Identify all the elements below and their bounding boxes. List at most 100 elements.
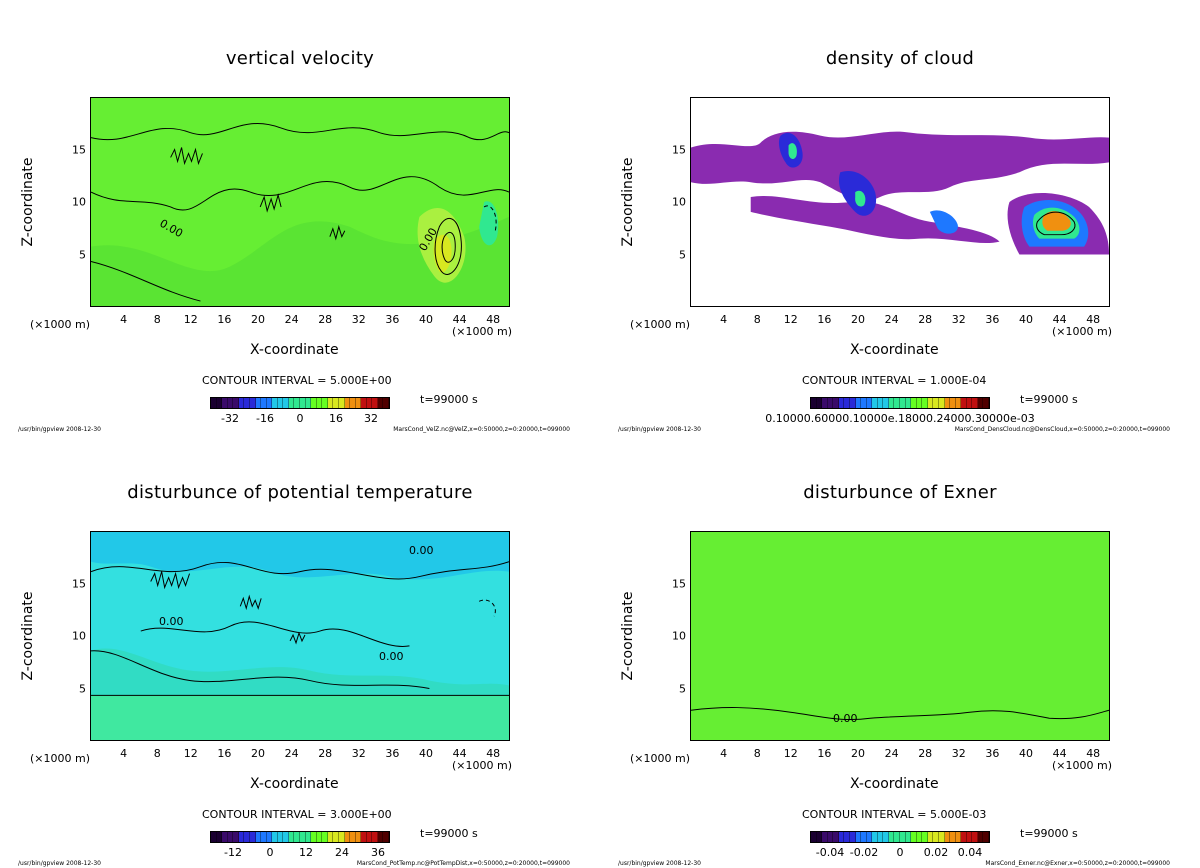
colorbar xyxy=(810,831,990,843)
colorbar-segment xyxy=(222,832,228,842)
colorbar-segment xyxy=(283,832,289,842)
contour-interval: CONTOUR INTERVAL = 5.000E+00 xyxy=(202,374,392,387)
colorbar-segment xyxy=(249,398,256,408)
colorbar-segment xyxy=(905,398,912,408)
colorbar-segment xyxy=(844,832,850,842)
chart-title: disturbunce of Exner xyxy=(803,482,997,503)
colorbar-segment xyxy=(838,832,845,842)
colorbar-segment xyxy=(961,832,967,842)
colorbar-segment xyxy=(366,398,373,408)
colorbar-segment xyxy=(916,832,923,842)
contour-label: 0.00 xyxy=(833,712,858,725)
panel-exner: disturbunce of Exner 0.00 Z-coordinate X… xyxy=(600,434,1200,868)
cloud-field xyxy=(691,131,1109,255)
x-unit-right: (×1000 m) xyxy=(1052,759,1113,772)
colorbar-segment xyxy=(233,832,239,842)
colorbar-segment xyxy=(272,398,278,408)
colorbar-segment xyxy=(983,832,989,842)
colorbar-segment xyxy=(322,398,328,408)
x-tick-label: 16 xyxy=(817,747,832,760)
colorbar-segment xyxy=(900,832,906,842)
colorbar-segment xyxy=(272,832,278,842)
colorbar xyxy=(810,397,990,409)
x-tick-label: 8 xyxy=(153,313,161,326)
y-tick-label: 10 xyxy=(72,629,86,643)
colorbar-tick: 36 xyxy=(371,846,385,859)
x-tick-label: 12 xyxy=(783,313,798,326)
y-tick-label: 5 xyxy=(679,682,686,695)
time-label: t=99000 s xyxy=(1020,827,1078,840)
colorbar-segment xyxy=(977,398,984,408)
x-unit-right: (×1000 m) xyxy=(1052,325,1113,338)
x-tick-label: 40 xyxy=(419,747,433,760)
colorbar-tick: 0.04 xyxy=(957,846,983,859)
colorbar-segment xyxy=(277,398,284,408)
x-tick-label: 24 xyxy=(284,313,299,326)
colorbar-segment xyxy=(961,398,967,408)
colorbar-segment xyxy=(822,832,828,842)
x-tick-label: 40 xyxy=(1019,313,1033,326)
footer-right: MarsCond_PotTemp.nc@PotTempDist,x=0:5000… xyxy=(356,860,570,867)
colorbar-segment xyxy=(350,832,356,842)
x-tick-label: 32 xyxy=(951,747,966,760)
colorbar-segment xyxy=(816,832,823,842)
colorbar-segment xyxy=(883,398,889,408)
y-axis-label: Z-coordinate xyxy=(620,157,636,247)
colorbar-segment xyxy=(888,832,895,842)
colorbar-tick: -16 xyxy=(256,412,274,425)
colorbar-segment xyxy=(294,832,300,842)
plot-area xyxy=(690,97,1110,307)
velocity-field xyxy=(91,123,509,306)
chart-title: vertical velocity xyxy=(225,48,375,69)
colorbar-segment xyxy=(316,398,323,408)
contour-label: 0.00 xyxy=(379,650,404,663)
colorbar-segment xyxy=(972,398,978,408)
colorbar-segment xyxy=(244,832,250,842)
colorbar-segment xyxy=(311,832,317,842)
plot-area: 0.00 xyxy=(690,531,1110,741)
x-tick-label: 48 xyxy=(486,313,501,326)
x-tick-label: 28 xyxy=(918,313,933,326)
colorbar-tick: -12 xyxy=(224,846,242,859)
colorbar-segment xyxy=(911,832,917,842)
colorbar-segment xyxy=(288,832,295,842)
colorbar-segment xyxy=(944,398,951,408)
x-tick-label: 24 xyxy=(284,747,299,760)
colorbar-segment xyxy=(938,398,945,408)
colorbar-segment xyxy=(888,398,895,408)
colorbar-segment xyxy=(222,398,228,408)
colorbar-tick: 16 xyxy=(329,412,343,425)
colorbar-segment xyxy=(211,832,217,842)
chart-title: disturbunce of potential temperature xyxy=(127,482,473,503)
footer-right: MarsCond_Exner.nc@Exner,x=0:50000,z=0:20… xyxy=(985,860,1170,867)
colorbar-segment xyxy=(827,832,834,842)
colorbar-segment xyxy=(372,398,378,408)
x-tick-label: 20 xyxy=(251,747,265,760)
x-tick-label: 44 xyxy=(1052,313,1067,326)
colorbar xyxy=(210,831,390,843)
x-unit-left: (×1000 m) xyxy=(30,752,91,765)
colorbar-segment xyxy=(322,832,328,842)
colorbar-tick: -32 xyxy=(221,412,239,425)
colorbar-segment xyxy=(966,398,973,408)
x-tick-label: 40 xyxy=(419,313,433,326)
colorbar-segment xyxy=(877,398,884,408)
panel-potential-temperature: disturbunce of potential temperature 0.0… xyxy=(0,434,600,868)
x-tick-label: 36 xyxy=(385,747,400,760)
colorbar-segment xyxy=(288,398,295,408)
panel-vertical-velocity: vertical velocity 0.00 0.00 Z-coordinate… xyxy=(0,0,600,434)
colorbar-segment xyxy=(877,832,884,842)
colorbar-segment xyxy=(927,832,934,842)
x-tick-label: 24 xyxy=(884,313,899,326)
x-tick-label: 44 xyxy=(452,313,467,326)
colorbar-segment xyxy=(372,832,378,842)
x-tick-label: 12 xyxy=(783,747,798,760)
x-axis-label: X-coordinate xyxy=(250,342,339,358)
colorbar-segment xyxy=(238,832,245,842)
colorbar-segment xyxy=(266,398,273,408)
colorbar-segment xyxy=(361,832,367,842)
chart-title: density of cloud xyxy=(825,48,975,69)
colorbar-segment xyxy=(327,832,334,842)
x-unit-right: (×1000 m) xyxy=(452,759,513,772)
colorbar-segment xyxy=(827,398,834,408)
